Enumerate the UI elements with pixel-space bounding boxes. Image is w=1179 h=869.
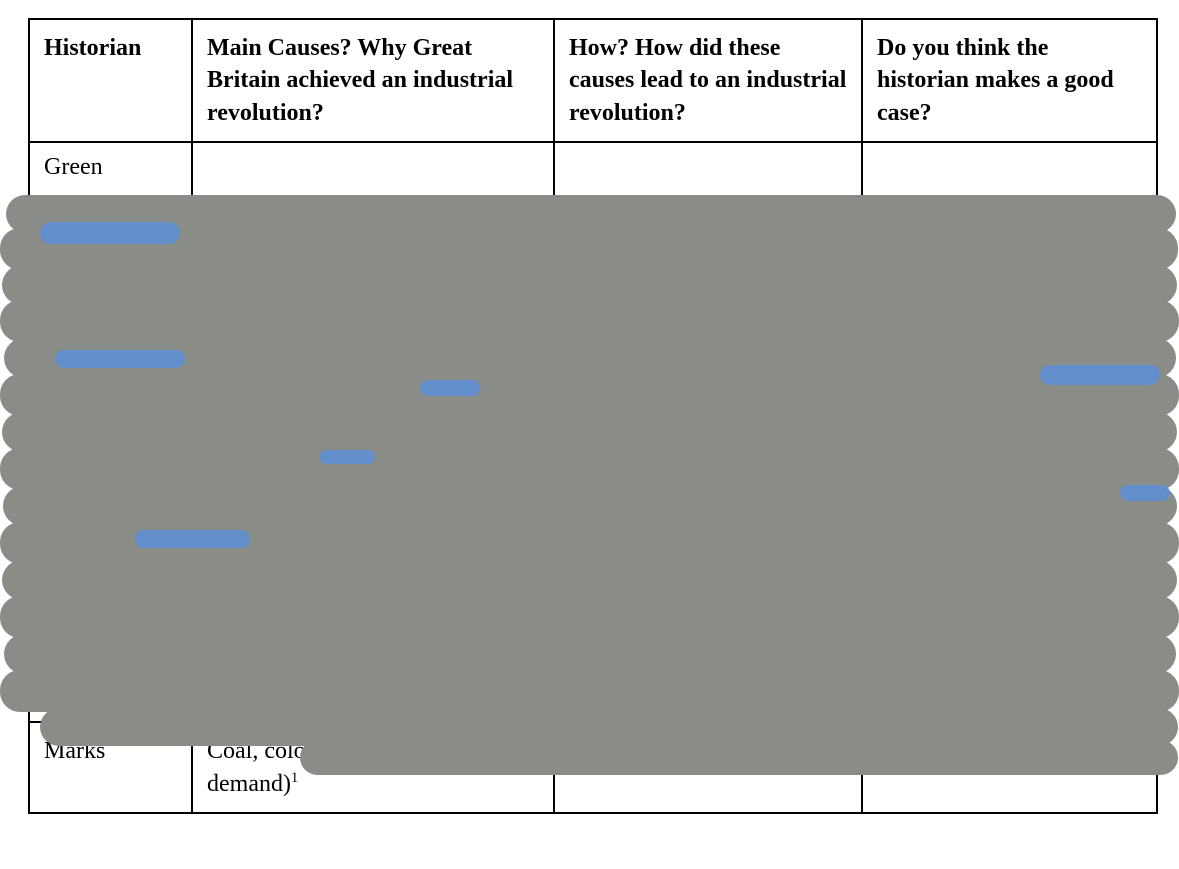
cell-marks-how xyxy=(554,722,862,813)
table-row-redacted: Green replace labor. xyxy=(29,142,1157,722)
header-causes: Main Causes? Why Great Britain achieved … xyxy=(192,19,554,142)
header-how: How? How did these causes lead to an ind… xyxy=(554,19,862,142)
header-historian: Historian xyxy=(29,19,192,142)
redacted-historian-peek: Green xyxy=(44,151,103,183)
header-case: Do you think the historian makes a good … xyxy=(862,19,1157,142)
cell-redacted-historian: Green xyxy=(29,142,192,722)
table: Historian Main Causes? Why Great Britain… xyxy=(28,18,1158,814)
redacted-how-peek: replace labor. xyxy=(569,683,688,713)
cell-marks-causes: Coal, colonies (ghost acres and demand)1 xyxy=(192,722,554,813)
cell-redacted-case xyxy=(862,142,1157,722)
cell-marks-historian: Marks xyxy=(29,722,192,813)
table-row-marks: Marks Coal, colonies (ghost acres and de… xyxy=(29,722,1157,813)
cell-redacted-how: replace labor. xyxy=(554,142,862,722)
marks-causes-text: Coal, colonies (ghost acres and demand)1 xyxy=(207,738,506,796)
cell-marks-case xyxy=(862,722,1157,813)
historian-comparison-table: Historian Main Causes? Why Great Britain… xyxy=(28,18,1156,814)
table-header-row: Historian Main Causes? Why Great Britain… xyxy=(29,19,1157,142)
cell-redacted-causes xyxy=(192,142,554,722)
